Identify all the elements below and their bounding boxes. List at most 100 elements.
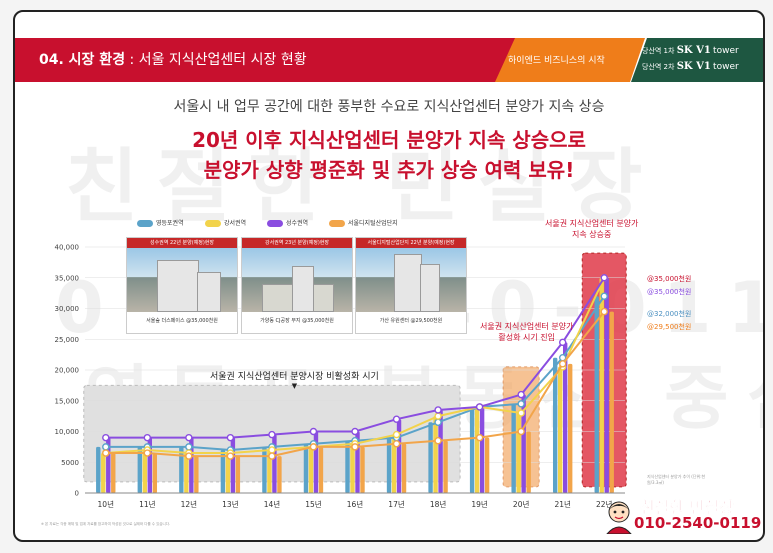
photo-caption: 성수권역 22년 분양(예정)현장 [127,238,237,248]
building-shape [292,266,314,312]
brand-row-2: 당산역 2차 SK V1 tower [642,61,739,72]
x-tick-label: 17년 [388,499,405,509]
y-tick-label: 30,000 [55,305,80,313]
legend-label: 성수권역 [286,220,309,227]
bar [137,446,143,493]
band-text: 서울권 지식산업센터 분양시장 비활성화 시기 [210,372,379,382]
legend-item-seongsu: 성수권역 [267,218,308,232]
bar [438,409,443,493]
headline-line-1: 20년 이후 지식산업센터 분양가 지속 상승으로 [192,128,586,152]
brand-station: 당산역 1차 [642,47,675,55]
bar [484,437,490,493]
photo-footer: 서울숲 더스페이스 @35,000천원 [146,318,218,324]
section-number: 04. 시장 환경 [39,52,126,68]
data-point [309,427,318,436]
top-annotation: 서울권 지식산업센터 분양가 지속 상승중 [545,219,639,239]
bar [609,311,614,493]
brand-rows: 당산역 1차 SK V1 tower 당산역 2차 SK V1 tower [625,38,763,82]
data-point [600,292,608,300]
x-tick-label: 13년 [222,499,239,509]
bar [567,363,573,493]
price-label-3: @32,000천원 [647,310,692,318]
activation-highlight [502,366,540,488]
price-label-2: @35,000천원 [647,288,692,296]
bar [360,446,365,493]
building-shape [197,272,221,312]
data-point [268,430,276,439]
x-tick-label: 22년 [596,499,613,509]
data-point [558,338,567,347]
legend-swatch [137,220,153,227]
bar [267,449,272,493]
brand-name: SK V1 [676,45,711,56]
photo-footer: 가양동 CJ공장 부지 @35,000천원 [260,318,334,324]
bar [428,422,433,493]
y-tick-label: 25,000 [55,336,80,344]
y-tick-label: 35,000 [55,274,80,282]
data-point [102,433,110,442]
x-tick-label: 15년 [305,499,322,509]
bar [521,394,526,493]
agent-phone: 010-2540-0119 [634,514,762,532]
data-point [185,433,193,442]
data-point [143,449,152,457]
inactive-period-label: 서울권 지식산업센터 분양시장 비활성화 시기 ▼ [210,372,379,390]
header-brand-tab [631,38,763,82]
building-image [242,248,352,312]
section-title: 04. 시장 환경 : 서울 지식산업센터 시장 현황 [39,49,307,69]
bar [599,277,604,493]
bar [318,446,324,493]
y-tick-label: 20,000 [55,367,80,375]
legend-label: 영등포권역 [156,220,184,227]
price-trend-chart: 0 5000 10,000 15,000 20,000 25,000 30,000 35,00… [55,244,627,509]
bar [111,453,116,493]
bar [401,443,407,493]
header-red-band [15,38,520,82]
bar [101,453,106,493]
data-point [434,418,442,426]
price-label-4: @29,500천원 [647,323,692,331]
page-subtitle: 서울시 내 업무 공간에 대한 풍부한 수요로 지식산업센터 분양가 지속 상승 [173,99,605,115]
bar [443,440,448,493]
data-point [392,430,401,439]
data-point [268,452,276,460]
data-point [185,443,193,451]
data-point [434,406,442,414]
y-tick-label: 5000 [61,459,79,467]
legend-swatch [205,220,221,227]
data-point [517,400,525,408]
data-point [392,440,401,448]
bar [152,453,158,493]
data-point [185,452,193,460]
mid-annotation: 서울권 지식산업센터 분양가 활성화 시기 진입 [480,322,574,342]
headline-line-2: 분양가 상향 평준화 및 추가 상승 여력 보유! [203,158,575,182]
data-point [226,433,235,442]
photo-caption: 강서권역 23년 분양(예정)현장 [242,238,352,248]
bar [474,406,480,493]
x-tick-label: 16년 [347,499,364,509]
bar [345,440,350,493]
bar [386,437,392,493]
data-point [475,403,484,411]
bar [469,406,475,493]
bar [594,296,599,493]
site-photo-gangseo: 강서권역 23년 분양(예정)현장 가양동 CJ공장 부지 @35,000천원 [241,237,353,334]
x-tick-label: 14년 [264,499,281,509]
price-label-1: @35,000천원 [647,275,692,283]
x-tick-label: 10년 [98,499,115,509]
photo-caption: 서울디지털산업단지 22년 분양(예정)현장 [356,238,466,248]
brand-suffix: tower [713,46,739,56]
legend-item-gangseo: 강서권역 [205,218,246,232]
y-tick-label: 15,000 [55,397,80,405]
building-shape [394,254,422,312]
bar [277,456,282,493]
bar [552,357,558,493]
data-point [475,433,484,442]
data-point [434,412,442,420]
source-note: ※ 본 자료는 각종 매체 및 업계 자료를 참고하여 작성된 것으로 실제와 … [41,522,171,526]
site-photo-digital: 서울디지털산업단지 22년 분양(예정)현장 가산 유원센터 @29,500천원 [355,237,467,334]
legend-label: 서울디지털산업단지 [348,220,398,227]
brand-station: 당산역 2차 [642,63,675,71]
data-point [143,433,152,442]
data-point [600,307,608,316]
